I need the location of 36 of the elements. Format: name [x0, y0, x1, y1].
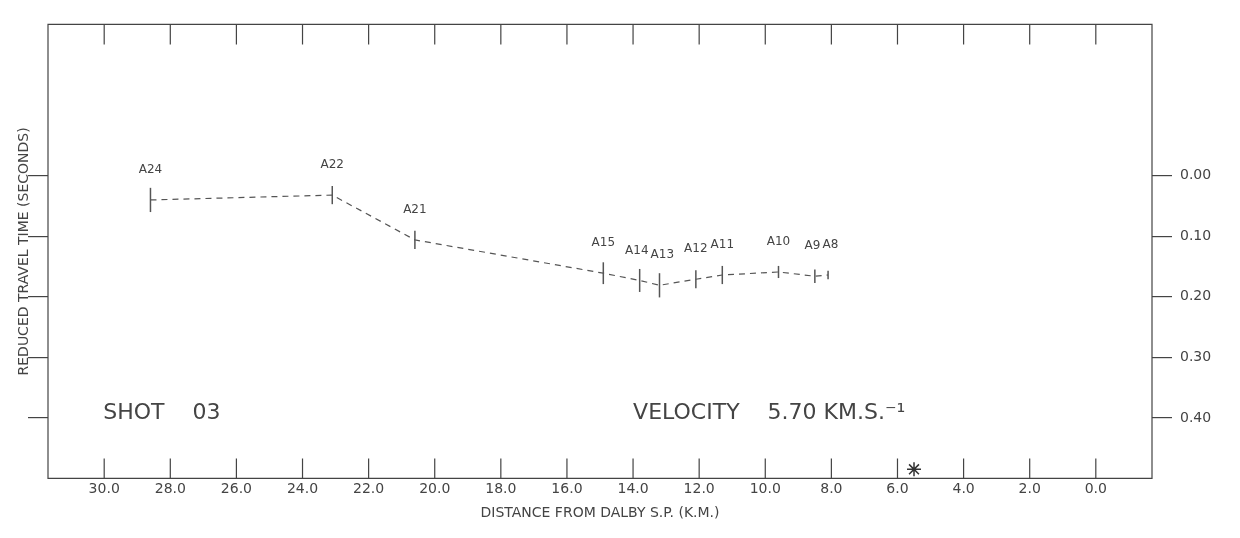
x-tick-label: 14.0	[617, 480, 649, 497]
x-tick-label: 2.0	[1018, 480, 1041, 497]
annotation: A22	[320, 157, 345, 172]
y-tick-label: 0.30	[1180, 347, 1212, 364]
x-tick-label: 20.0	[419, 480, 451, 497]
annotation: A10	[766, 234, 791, 249]
annotation: VELOCITY 5.70 KM.S.⁻¹	[633, 398, 906, 424]
annotation: A9	[804, 238, 821, 253]
x-tick-label: 18.0	[485, 480, 517, 497]
annotation: A13	[650, 247, 675, 262]
x-tick-label: 26.0	[220, 480, 252, 497]
x-tick-label: 6.0	[886, 480, 909, 497]
annotation: A14	[625, 242, 649, 257]
x-tick-label: 28.0	[154, 480, 186, 497]
y-tick-label: 0.10	[1180, 226, 1212, 243]
x-tick-label: 30.0	[88, 480, 120, 497]
x-tick-label: 4.0	[952, 480, 975, 497]
x-tick-label: 8.0	[820, 480, 843, 497]
annotation: A24	[138, 162, 163, 177]
x-tick-label: 10.0	[749, 480, 781, 497]
x-tick-label: 16.0	[551, 480, 583, 497]
annotation: A8	[822, 237, 839, 252]
x-tick-label: 24.0	[286, 480, 319, 497]
y-tick-label: 0.00	[1180, 166, 1212, 183]
annotation: A12	[684, 241, 708, 256]
y-axis-title: REDUCED TRAVEL TIME (SECONDS)	[14, 127, 31, 376]
x-tick-label: 0.0	[1084, 480, 1107, 497]
y-tick-label: 0.40	[1180, 408, 1212, 425]
annotation: A15	[591, 235, 616, 250]
y-tick-label: 0.20	[1180, 287, 1212, 304]
x-axis-title: DISTANCE FROM DALBY S.P. (K.M.)	[480, 504, 720, 521]
x-tick-label: 22.0	[353, 480, 385, 497]
annotation: A21	[403, 202, 427, 217]
annotation: A11	[710, 237, 735, 252]
annotation: SHOT 03	[103, 398, 221, 424]
x-tick-label: 12.0	[683, 480, 715, 497]
